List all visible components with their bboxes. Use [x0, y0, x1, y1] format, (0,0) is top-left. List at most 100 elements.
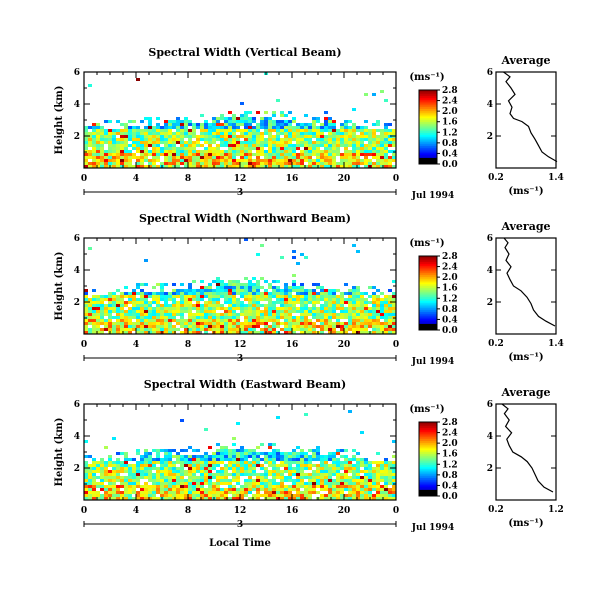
y-tick-label: 6	[74, 400, 80, 410]
heatmap-cell	[352, 307, 356, 310]
heatmap-cell	[348, 319, 352, 322]
heatmap-cell	[272, 144, 276, 147]
heatmap-cell	[352, 494, 356, 497]
heatmap-cell	[356, 156, 360, 159]
heatmap-cell	[228, 120, 232, 123]
heatmap-cell	[188, 464, 192, 467]
heatmap-cell	[248, 117, 252, 120]
heatmap-cell	[388, 482, 392, 485]
heatmap-cell	[208, 165, 212, 168]
heatmap-cell	[180, 135, 184, 138]
heatmap-cell	[324, 464, 328, 467]
heatmap-cell	[148, 141, 152, 144]
heatmap-cell	[108, 298, 112, 301]
heatmap-cell	[100, 322, 104, 325]
heatmap-cell	[112, 147, 116, 150]
heatmap-cell	[304, 485, 308, 488]
heatmap-cell	[112, 485, 116, 488]
heatmap-cell	[284, 126, 288, 129]
heatmap-cell	[284, 328, 288, 331]
heatmap-cell	[356, 313, 360, 316]
heatmap-cell	[260, 322, 264, 325]
colorbar-tick-label: 1.6	[442, 118, 458, 128]
heatmap-cell	[128, 129, 132, 132]
heatmap-cell	[144, 298, 148, 301]
heatmap-cell	[268, 452, 272, 455]
heatmap-cell	[356, 286, 360, 289]
heatmap-cell	[128, 482, 132, 485]
heatmap-cell	[176, 295, 180, 298]
heatmap-cell	[140, 301, 144, 304]
heatmap-cell	[364, 301, 368, 304]
heatmap-cell	[284, 135, 288, 138]
heatmap-cell	[116, 298, 120, 301]
heatmap-cell	[128, 165, 132, 168]
x-tick-label: 12	[234, 174, 247, 184]
heatmap-cell	[348, 322, 352, 325]
heatmap-cell	[136, 461, 140, 464]
heatmap-cell	[248, 162, 252, 165]
heatmap-cell	[300, 331, 304, 334]
heatmap-cell	[280, 120, 284, 123]
heatmap-cell	[224, 455, 228, 458]
heatmap-cell	[164, 455, 168, 458]
heatmap-cell	[328, 322, 332, 325]
heatmap-cell	[380, 165, 384, 168]
heatmap-cell	[104, 310, 108, 313]
heatmap-cell	[224, 322, 228, 325]
heatmap-cell	[196, 298, 200, 301]
heatmap-cell	[224, 325, 228, 328]
heatmap-cell	[144, 165, 148, 168]
heatmap-cell	[348, 129, 352, 132]
heatmap-cell	[232, 280, 236, 283]
heatmap-cell	[232, 286, 236, 289]
heatmap-cell	[140, 135, 144, 138]
heatmap-cell	[124, 488, 128, 491]
heatmap-cell	[204, 497, 208, 500]
heatmap-cell	[208, 461, 212, 464]
heatmap-cell	[332, 485, 336, 488]
heatmap-cell	[160, 476, 164, 479]
heatmap-cell	[84, 473, 88, 476]
heatmap-cell	[224, 497, 228, 500]
heatmap-cell	[392, 156, 396, 159]
heatmap-cell	[96, 470, 100, 473]
heatmap-cell	[328, 162, 332, 165]
heatmap-cell	[112, 135, 116, 138]
heatmap-cell	[352, 286, 356, 289]
heatmap-cell	[232, 449, 236, 452]
heatmap-cell	[260, 443, 264, 446]
heatmap-cell	[272, 162, 276, 165]
heatmap-cell	[320, 470, 324, 473]
heatmap-cell	[176, 289, 180, 292]
colorbar-segment	[419, 427, 437, 430]
heatmap-cell	[192, 280, 196, 283]
heatmap-cell	[348, 138, 352, 141]
heatmap-cell	[168, 449, 172, 452]
heatmap-cell	[216, 298, 220, 301]
colorbar-segment	[419, 470, 437, 473]
heatmap-cell	[204, 313, 208, 316]
heatmap-cell	[340, 328, 344, 331]
heatmap-cell	[180, 301, 184, 304]
colorbar-tick-label: 1.6	[442, 450, 458, 460]
heatmap-cell	[160, 467, 164, 470]
heatmap-cell	[272, 141, 276, 144]
heatmap-cell	[332, 322, 336, 325]
heatmap-cell	[260, 153, 264, 156]
heatmap-cell	[276, 497, 280, 500]
heatmap-cell	[320, 313, 324, 316]
heatmap-cell	[312, 159, 316, 162]
heatmap-cell	[228, 111, 232, 114]
heatmap-cell	[196, 292, 200, 295]
heatmap-cell	[204, 292, 208, 295]
date-label: Jul 1994	[411, 191, 454, 201]
heatmap-cell	[172, 295, 176, 298]
heatmap-cell	[360, 322, 364, 325]
heatmap-cell	[296, 153, 300, 156]
heatmap-cell	[124, 313, 128, 316]
heatmap-cell	[392, 328, 396, 331]
heatmap-cell	[344, 461, 348, 464]
heatmap-cell	[140, 473, 144, 476]
heatmap-cell	[196, 331, 200, 334]
